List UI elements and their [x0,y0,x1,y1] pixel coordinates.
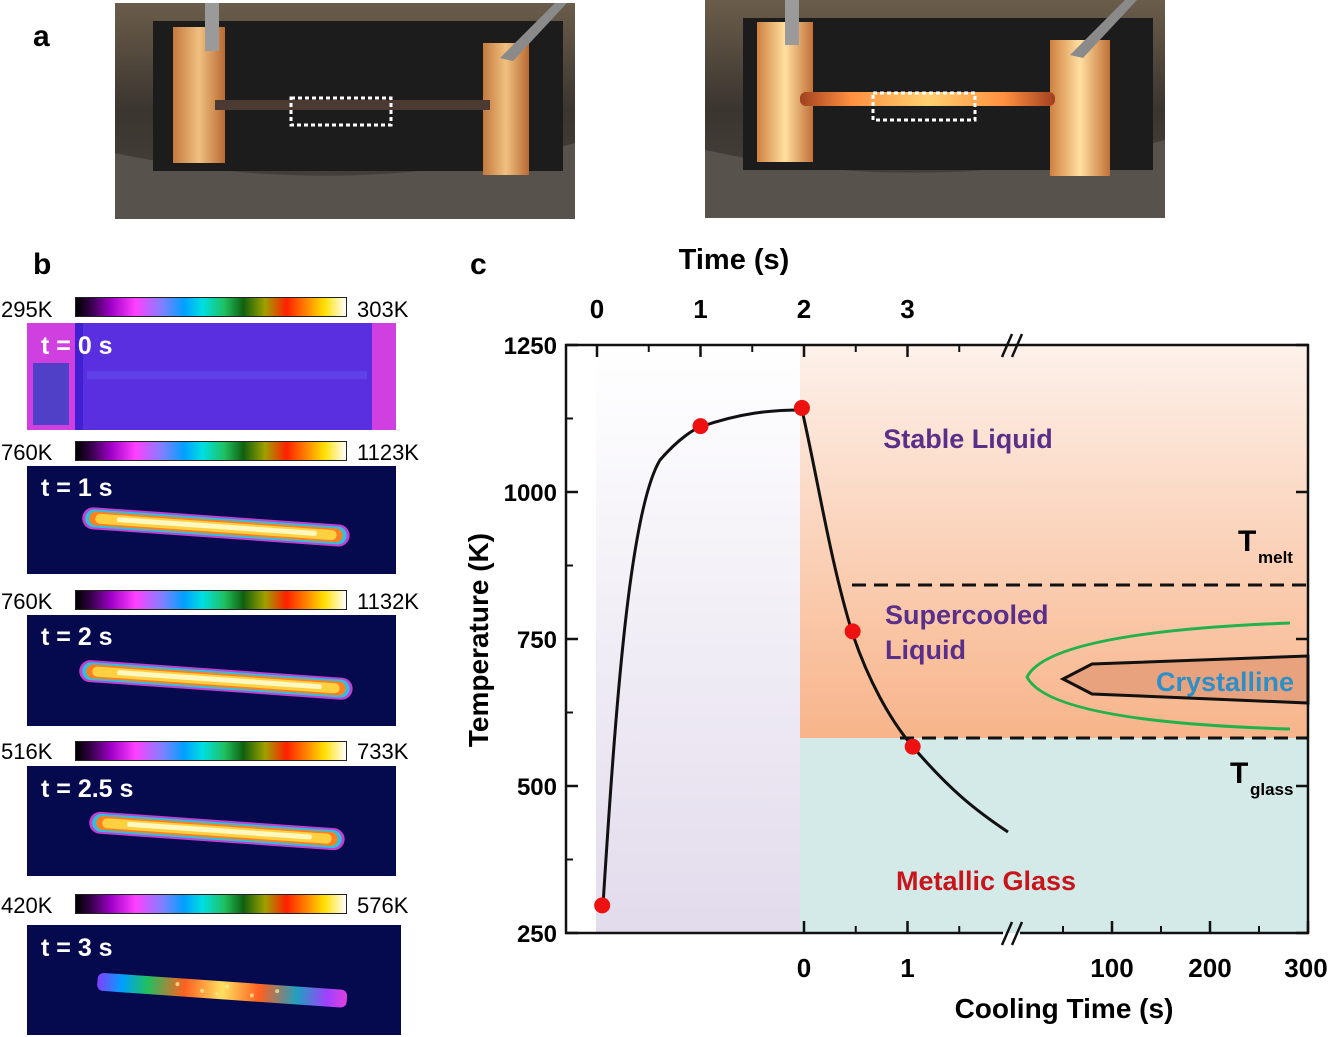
thermal-image: t = 3 s [27,925,401,1035]
top-tick-label: 0 [590,294,604,324]
top-tick-label: 1 [693,294,707,324]
colorbar-max-label: 733K [357,739,409,764]
heating-region [596,345,800,933]
colorbar-max-label: 1123K [357,440,419,465]
top-x-axis-title: Time (s) [679,244,790,276]
y-tick-label: 1250 [504,333,557,360]
colorbar [75,741,347,761]
crystallization-onset-curve [1025,621,1291,731]
bottom-x-axis-title: Cooling Time (s) [955,993,1174,1024]
thermal-image: t = 2 s [27,615,396,726]
bottom-tick-label: 300 [1284,953,1327,983]
bottom-tick-label: 100 [1090,953,1133,983]
bottom-x-axis: 0 1 100 200 300 [797,921,1328,983]
glass-region [800,738,1308,933]
data-point [904,738,921,755]
tmelt-label-sub: melt [1258,548,1293,567]
bottom-tick-label: 1 [900,953,914,983]
data-points [594,399,921,914]
panel-label-c: c [470,248,487,281]
colorbar [75,894,347,914]
colorbar [75,590,347,610]
supercooled-label-line1: Supercooled [885,600,1049,630]
data-point [844,623,861,640]
data-point [692,418,709,435]
frame-time-label: t = 0 s [41,332,113,360]
top-tick-label: 3 [900,294,914,324]
colorbar [75,441,347,461]
colorbar-min-label: 760K [1,440,53,465]
y-tick-label: 1000 [504,480,557,507]
top-tick-label: 2 [797,294,811,324]
panel-label-b: b [33,248,52,281]
colorbar-min-label: 295K [1,297,53,322]
y-tick-label: 250 [517,921,557,948]
thermal-image: t = 0 s [27,323,396,430]
top-x-axis: 0 1 2 3 [590,294,961,357]
frame-time-label: t = 2.5 s [41,775,134,803]
tglass-label-sub: glass [1250,780,1293,799]
axis-break-top [1000,333,1024,358]
panel-label-a: a [33,20,50,53]
tmelt-label-main: T [1238,525,1256,558]
bottom-tick-label: 200 [1188,953,1231,983]
thermal-image: t = 2.5 s [27,766,396,876]
bottom-tick-label: 0 [797,953,811,983]
y-tick-label: 500 [517,774,557,801]
colorbar [75,297,347,317]
colorbar-max-label: 576K [357,893,409,918]
colorbar-min-label: 760K [1,589,53,614]
metallic-glass-label: Metallic Glass [896,866,1076,896]
sample-photo-before-heating [115,3,575,219]
sample-photo-during-heating [705,0,1165,218]
colorbar-max-label: 1132K [357,589,419,614]
crystalline-label: Crystalline [1156,667,1294,697]
y-tick-label: 750 [517,627,557,654]
frame-time-label: t = 2 s [41,623,113,651]
y-axis-title: Temperature (K) [463,533,494,747]
data-point [594,897,611,914]
colorbar-min-label: 516K [1,739,53,764]
tglass-label-main: T [1230,757,1248,790]
axis-break-bottom [1000,921,1024,946]
supercooled-label-line2: Liquid [885,635,966,665]
colorbar-min-label: 420K [1,893,53,918]
stable-liquid-label: Stable Liquid [883,424,1053,454]
thermal-image: t = 1 s [27,466,396,574]
frame-time-label: t = 1 s [41,474,113,502]
y-axis: 250 500 750 1000 1250 [504,333,1308,948]
frame-time-label: t = 3 s [41,934,113,962]
data-point [793,399,810,416]
colorbar-max-label: 303K [357,297,409,322]
